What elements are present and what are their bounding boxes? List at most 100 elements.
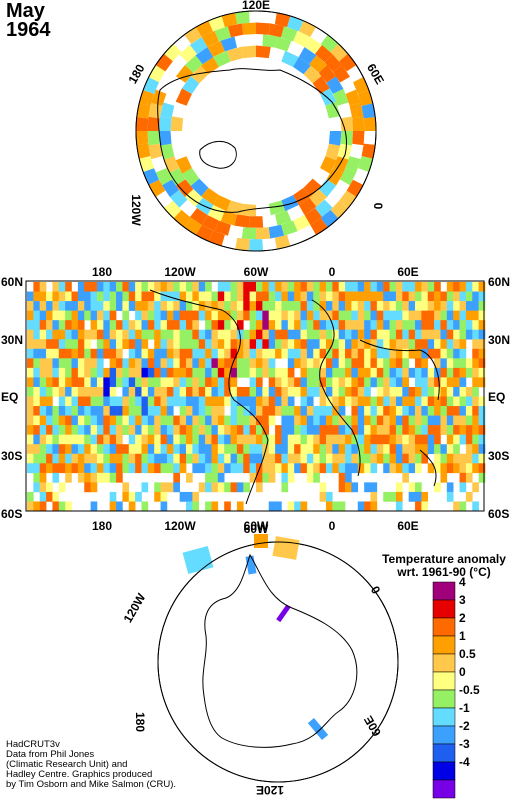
anomaly-cell [294,453,301,464]
anomaly-cell [122,320,130,331]
anomaly-cell [162,179,179,198]
anomaly-cell [179,348,187,359]
anomaly-cell [205,396,212,407]
anomaly-cell [338,444,346,455]
anomaly-cell [319,396,327,407]
legend-tick-label: -0.5 [459,683,480,697]
anomaly-cell [179,434,187,445]
anomaly-cell [338,396,346,407]
anomaly-cell [395,463,403,474]
anomaly-cell [230,482,238,493]
anomaly-cell [141,444,149,455]
anomaly-cell [332,329,339,340]
axis-label: EQ [1,390,18,404]
anomaly-cell [306,396,314,407]
anomaly-cell [175,88,192,106]
anomaly-cell [408,301,416,311]
anomaly-cell [376,453,384,464]
anomaly-cell [211,367,219,378]
anomaly-cell [370,329,378,340]
anomaly-cell [116,282,123,292]
anomaly-cell [58,358,66,369]
anomaly-cell [408,491,416,502]
anomaly-cell [256,310,263,321]
anomaly-cell [434,329,441,340]
anomaly-cell [472,310,479,321]
anomaly-cell [122,415,130,426]
anomaly-cell [370,310,378,321]
anomaly-cell [179,396,187,407]
anomaly-cell [154,491,161,502]
anomaly-cell [281,463,289,474]
anomaly-cell [262,310,270,321]
anomaly-cell [395,377,403,388]
anomaly-cell [256,282,263,292]
anomaly-cell [77,386,85,397]
anomaly-cell [256,22,271,35]
anomaly-cell [325,434,333,445]
anomaly-cell [217,482,225,493]
anomaly-cell [173,320,180,331]
anomaly-cell [402,463,409,474]
anomaly-cell [33,310,41,321]
anomaly-cell [160,453,168,464]
anomaly-cell [275,386,282,397]
axis-label: 60E [397,265,418,279]
anomaly-cell [173,358,180,369]
anomaly-cell [52,291,60,302]
anomaly-cell [77,444,85,455]
anomaly-cell [166,339,174,350]
anomaly-cell [351,396,359,407]
anomaly-cell [173,453,180,464]
anomaly-cell [281,396,289,407]
anomaly-cell [166,377,174,388]
anomaly-cell [351,367,359,378]
anomaly-cell [243,406,250,416]
anomaly-cell [154,377,161,388]
anomaly-cell [249,301,257,311]
anomaly-cell [287,434,295,445]
anomaly-cell [65,425,72,435]
anomaly-cell [338,291,346,302]
anomaly-cell [402,367,409,378]
anomaly-cell [39,358,47,369]
anomaly-cell [27,463,34,474]
anomaly-cell [39,320,47,331]
anomaly-cell [370,415,378,426]
np-label-60e: 60E [364,61,387,86]
anomaly-cell [46,301,53,311]
anomaly-cell [415,415,422,426]
anomaly-cell [383,386,390,397]
anomaly-cell [389,348,397,359]
anomaly-cell [313,425,320,435]
anomaly-cell [227,23,244,38]
anomaly-cell [39,377,47,388]
anomaly-cell [39,329,47,340]
anomaly-cell [315,199,333,218]
anomaly-cell [109,453,117,464]
anomaly-cell [166,463,174,474]
anomaly-cell [198,377,206,388]
anomaly-cell [383,320,390,331]
anomaly-cell [90,396,98,407]
anomaly-cell [395,339,403,350]
anomaly-cell [465,386,473,397]
anomaly-cell [243,367,250,378]
anomaly-cell [421,301,429,311]
anomaly-cell [96,463,104,474]
anomaly-cell [340,168,357,186]
anomaly-cell [427,282,435,292]
anomaly-cell [226,46,244,62]
anomaly-cell [96,377,104,388]
anomaly-cell [346,179,364,197]
anomaly-cell [427,320,435,331]
legend-tick-label: -2 [459,719,470,733]
anomaly-cell [90,291,98,302]
anomaly-cell [201,57,219,75]
anomaly-cell [300,406,308,416]
anomaly-cell [243,453,250,464]
anomaly-cell [319,329,327,340]
anomaly-cell [160,339,168,350]
anomaly-cell [364,358,371,369]
anomaly-cell [256,472,263,483]
